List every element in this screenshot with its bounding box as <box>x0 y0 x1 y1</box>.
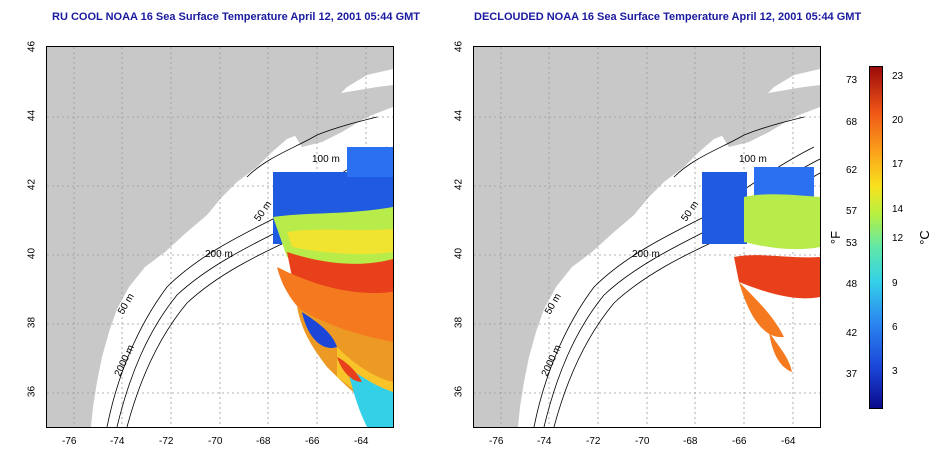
left-lon-tick-66: -66 <box>305 436 320 447</box>
right-lon-tick-72: -72 <box>586 436 601 447</box>
left-lon-tick-68: -68 <box>256 436 271 447</box>
land-mass <box>474 47 820 427</box>
sst-data-overlay <box>702 167 820 372</box>
right-lat-tick-42: 42 <box>453 178 465 191</box>
left-map-title: RU COOL NOAA 16 Sea Surface Temperature … <box>52 11 421 23</box>
right-lat-tick-40: 40 <box>453 247 465 260</box>
colorbar-f-tick-73: 73 <box>846 75 858 86</box>
left-lat-tick-46: 46 <box>26 40 38 53</box>
colorbar-f-tick-37: 37 <box>846 369 858 380</box>
land-nova-scotia <box>277 85 393 147</box>
contour-label-200m: 200 m <box>632 249 660 260</box>
land-nova-scotia <box>704 85 820 147</box>
left-lon-tick-64: -64 <box>354 436 369 447</box>
colorbar-celsius-label: °C <box>916 230 932 245</box>
left-lon-tick-74: -74 <box>110 436 125 447</box>
sst-data-overlay <box>273 147 393 427</box>
left-lat-tick-42: 42 <box>26 178 38 191</box>
colorbar-c-tick-20: 20 <box>892 115 904 126</box>
right-lon-tick-76: -76 <box>489 436 504 447</box>
right-map-title: DECLOUDED NOAA 16 Sea Surface Temperatur… <box>474 11 862 23</box>
colorbar-fahrenheit-label: °F <box>828 230 844 245</box>
left-lat-tick-44: 44 <box>26 109 38 122</box>
contour-label-100m-top: 100 m <box>312 154 340 165</box>
left-lon-tick-72: -72 <box>159 436 174 447</box>
right-lat-tick-44: 44 <box>453 109 465 122</box>
colorbar-f-tick-42: 42 <box>846 328 858 339</box>
land-mass <box>47 47 393 427</box>
left-sst-map: 100 m 100 m 200 m 50 m 50 m 2000 m <box>46 46 394 428</box>
right-lon-tick-68: -68 <box>683 436 698 447</box>
right-lon-tick-66: -66 <box>732 436 747 447</box>
right-lon-tick-74: -74 <box>537 436 552 447</box>
right-lon-tick-70: -70 <box>635 436 650 447</box>
contour-label-100m-top: 100 m <box>739 154 767 165</box>
colorbar-c-tick-3: 3 <box>892 366 898 377</box>
colorbar-c-tick-23: 23 <box>892 71 904 82</box>
colorbar-c-tick-17: 17 <box>892 159 904 170</box>
right-lon-tick-64: -64 <box>781 436 796 447</box>
left-lat-tick-38: 38 <box>26 316 38 329</box>
left-lon-tick-70: -70 <box>208 436 223 447</box>
left-map-canvas: 100 m 100 m 200 m 50 m 50 m 2000 m <box>47 47 393 427</box>
left-lon-tick-76: -76 <box>62 436 77 447</box>
right-lat-tick-38: 38 <box>453 316 465 329</box>
right-sst-map: 100 m 100 m 200 m 50 m 50 m 2000 m <box>473 46 821 428</box>
right-lat-tick-46: 46 <box>453 40 465 53</box>
colorbar-c-tick-12: 12 <box>892 233 904 244</box>
right-map-canvas: 100 m 100 m 200 m 50 m 50 m 2000 m <box>474 47 820 427</box>
left-lat-tick-36: 36 <box>26 385 38 398</box>
temperature-colorbar <box>869 66 883 409</box>
colorbar-f-tick-53: 53 <box>846 238 858 249</box>
colorbar-c-tick-9: 9 <box>892 278 898 289</box>
colorbar-c-tick-6: 6 <box>892 322 898 333</box>
colorbar-f-tick-62: 62 <box>846 165 858 176</box>
colorbar-f-tick-48: 48 <box>846 279 858 290</box>
contour-label-200m: 200 m <box>205 249 233 260</box>
colorbar-c-tick-14: 14 <box>892 204 904 215</box>
left-lat-tick-40: 40 <box>26 247 38 260</box>
right-lat-tick-36: 36 <box>453 385 465 398</box>
colorbar-f-tick-57: 57 <box>846 206 858 217</box>
colorbar-f-tick-68: 68 <box>846 117 858 128</box>
